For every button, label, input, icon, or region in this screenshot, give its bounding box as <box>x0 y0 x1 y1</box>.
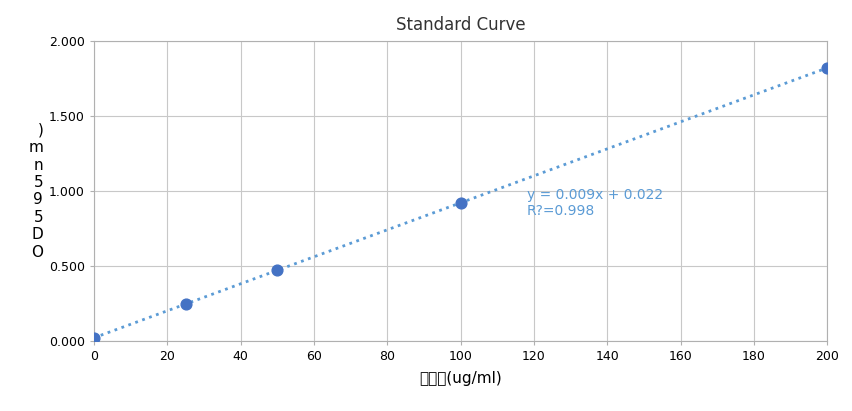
Text: y = 0.009x + 0.022
R?=0.998: y = 0.009x + 0.022 R?=0.998 <box>526 188 662 218</box>
Point <box>270 267 284 274</box>
Point <box>820 65 833 71</box>
Point <box>453 199 467 206</box>
Y-axis label: )
m
n
5
9
5
D
O: ) m n 5 9 5 D O <box>28 123 43 259</box>
X-axis label: 탄니산(ug/ml): 탄니산(ug/ml) <box>418 372 502 386</box>
Title: Standard Curve: Standard Curve <box>395 16 525 34</box>
Point <box>179 301 193 307</box>
Point <box>87 335 101 341</box>
